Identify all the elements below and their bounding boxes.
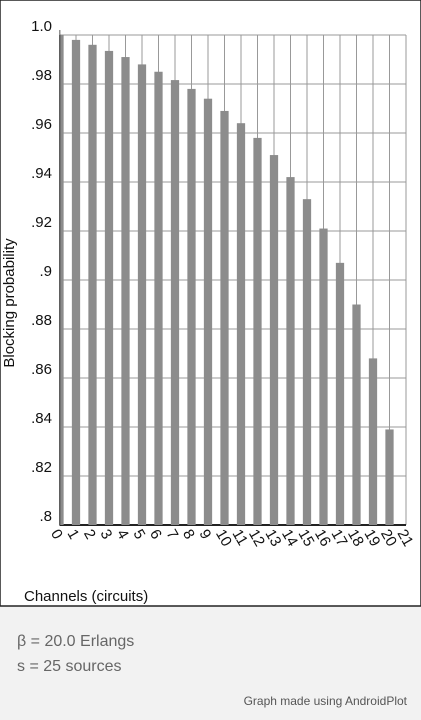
x-tick-label: 12 [245,527,268,550]
bar [187,88,196,526]
bar [302,199,312,525]
x-axis-label: Channels (circuits) [24,588,148,605]
bar [59,35,64,525]
y-tick-label: .86 [31,361,52,378]
bar [352,304,361,525]
x-tick-label: 18 [344,527,367,550]
x-tick-label: 13 [262,527,285,550]
bar [253,137,262,525]
bar [88,44,97,526]
y-tick-label: .9 [39,263,52,280]
y-tick-label: .8 [39,508,52,525]
bar [121,57,130,526]
y-tick-label: .84 [31,410,52,427]
bar [335,262,345,525]
y-tick-label: .82 [31,459,52,476]
bar [269,155,279,526]
y-tick-label: .92 [31,214,52,231]
bar [203,98,213,525]
bar [71,39,81,526]
y-tick-label: .98 [31,67,52,84]
bar [104,50,114,526]
bar [154,71,163,525]
note: β = 20.0 Erlangs [17,633,135,650]
note: s = 25 sources [17,658,122,675]
bar [368,358,378,525]
x-tick-label: 10 [212,527,235,550]
y-tick-label: .96 [31,116,52,133]
y-tick-label: 1.0 [31,18,52,35]
bar [286,177,295,525]
y-tick-label: .88 [31,312,52,329]
x-tick-label: 16 [311,527,334,550]
x-tick-label: 14 [278,527,301,550]
x-tick-label: 17 [328,527,351,550]
x-tick-label: 21 [394,527,417,550]
y-tick-label: .94 [31,165,52,182]
chart: Blocking probability Channels (circuits)… [0,0,421,607]
credit: Graph made using AndroidPlot [243,694,407,708]
bar [137,64,147,526]
x-tick-label: 20 [377,527,400,550]
bar [236,123,246,525]
bar [220,110,229,525]
x-tick-label: 15 [295,527,318,550]
bar [385,429,394,525]
bar [319,228,328,526]
x-tick-label: 11 [229,527,252,549]
x-tick-label: 19 [361,527,384,550]
bar [170,80,180,525]
y-axis-label: Blocking probability [1,238,18,368]
